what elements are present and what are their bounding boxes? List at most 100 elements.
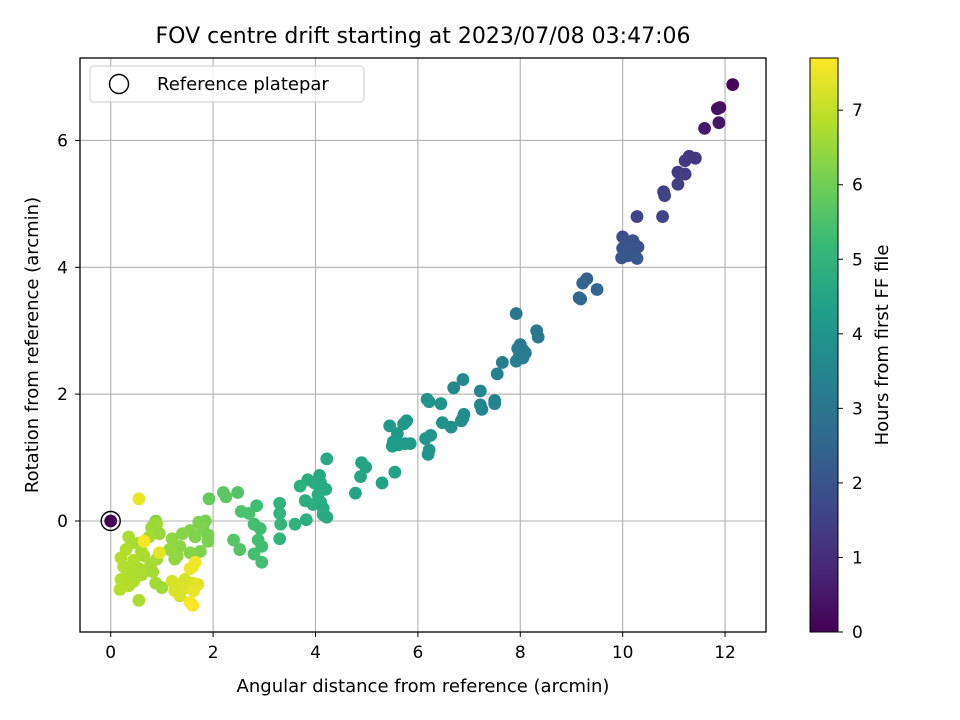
colorbar-label: Hours from first FF file [872,245,893,446]
colorbar-tick-label: 1 [852,548,863,568]
data-point [320,452,334,466]
data-point [354,470,367,484]
reference-marker-ring [100,510,121,532]
data-point [201,534,215,548]
x-axis-ticks: 0 2 4 6 8 10 12 [105,632,736,663]
data-point [242,506,256,520]
data-point [403,437,417,451]
data-point [630,210,644,223]
data-point [146,565,160,579]
data-point [710,102,724,116]
data-point [183,562,197,575]
data-point [488,397,502,411]
colorbar-tick-label: 5 [852,250,863,270]
legend-hollow-circle-icon [108,73,130,95]
data-point [475,402,489,416]
data-point [273,532,287,546]
data-point [349,486,362,500]
data-point [155,581,169,595]
x-tick-label: 0 [105,643,116,663]
data-point [320,510,334,524]
data-point [191,578,205,591]
x-tick-label: 8 [515,643,526,663]
data-point [233,543,247,556]
x-tick-label: 6 [412,643,423,663]
data-point [454,414,468,428]
data-point [173,589,187,603]
reference-point [104,514,118,528]
y-tick-label: 0 [57,512,68,532]
colorbar-tick-label: 4 [852,325,863,345]
data-points [100,78,740,612]
data-point [726,78,740,92]
data-point [456,373,470,386]
data-point [359,460,373,474]
colorbar-ticks: 0 1 2 3 4 5 6 7 [838,101,863,643]
data-point [132,492,146,506]
data-point [219,490,233,504]
data-point [168,552,182,566]
y-axis-ticks: 0 2 4 6 [57,131,80,532]
data-point [231,486,245,499]
plot-frame [79,57,767,633]
data-point [293,479,307,493]
data-point [175,527,189,541]
data-point [375,476,389,490]
data-point [447,381,461,395]
data-point [388,465,402,479]
chart-title: FOV centre drift starting at 2023/07/08 … [156,24,691,49]
data-point [712,116,726,130]
y-tick-label: 6 [57,131,68,151]
colorbar-tick-label: 7 [852,101,863,121]
data-point [132,593,146,607]
colorbar-tick-label: 2 [852,474,863,494]
data-point [202,492,216,506]
y-axis-label: Rotation from reference (arcmin) [22,197,43,493]
data-point [509,307,523,321]
y-tick-label: 2 [57,385,68,405]
data-point [698,122,711,135]
data-point [688,151,702,165]
data-point [658,189,672,203]
data-point [306,498,320,511]
legend: Reference platepar [89,65,365,103]
data-point [227,533,240,547]
legend-label-reference-platepar: Reference platepar [157,74,329,95]
data-point [671,177,685,191]
x-tick-label: 4 [310,643,321,663]
data-point [273,496,287,510]
data-point [678,167,692,181]
data-point [255,555,269,569]
data-point [509,354,523,368]
data-point [678,154,692,168]
data-point [656,210,669,223]
data-point [590,283,604,296]
data-point [495,356,509,369]
data-point [392,438,405,452]
data-point [421,448,435,461]
data-point [188,530,202,544]
data-point [422,395,436,409]
data-point [434,397,448,411]
y-tick-label: 4 [57,258,68,278]
colorbar-tick-label: 0 [852,623,863,643]
x-axis-label: Angular distance from reference (arcmin) [237,676,610,697]
data-point [152,546,166,560]
colorbar-tick-label: 6 [852,176,863,196]
data-point [273,506,287,520]
data-point [473,384,487,398]
colorbar-tick-label: 3 [852,399,863,419]
data-point [574,292,588,306]
data-point [274,517,288,531]
data-point [444,420,458,434]
data-point [193,545,207,558]
data-point [137,534,151,548]
data-point [630,252,644,265]
data-point [615,251,629,265]
x-tick-label: 2 [208,643,219,663]
data-point [253,522,267,536]
data-point [113,583,127,596]
data-point [163,543,176,556]
